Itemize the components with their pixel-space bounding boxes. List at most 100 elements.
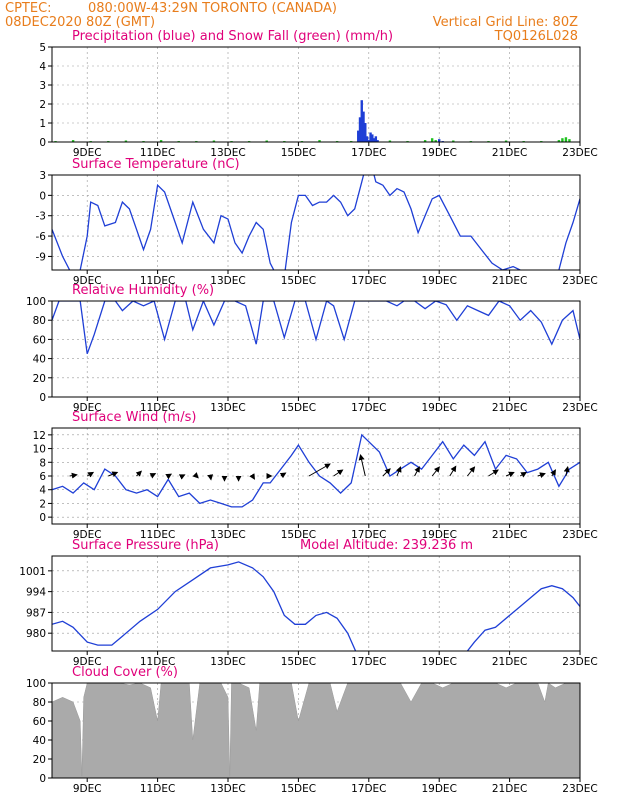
precip-snow-fall-bar xyxy=(430,138,434,142)
cloud-y-tick-label: 20 xyxy=(33,754,46,766)
pressure-x-tick-label: 9DEC xyxy=(73,656,102,668)
wind-vector-arrow xyxy=(519,471,528,478)
wind-vector-arrow xyxy=(249,473,255,480)
precip-snow-fall-bar xyxy=(265,140,268,142)
rh-title: Relative Humidity (%) xyxy=(72,283,214,298)
pressure-x-tick-label: 23DEC xyxy=(562,656,597,668)
cloud-x-tick-label: 21DEC xyxy=(492,783,527,795)
pressure-x-tick-label: 19DEC xyxy=(421,656,456,668)
wind-x-tick-label: 19DEC xyxy=(421,529,456,541)
precip-snow-fall-bar xyxy=(423,140,427,142)
precip-y-tick-label: 3 xyxy=(39,80,46,92)
code-label: TQ0126L028 xyxy=(494,29,578,44)
temp-title: Surface Temperature (nC) xyxy=(72,157,240,172)
wind-grid xyxy=(52,428,580,524)
temp-plot-area xyxy=(52,175,580,270)
precip-snow-fall-bar xyxy=(564,137,568,142)
wind-vector-arrow xyxy=(563,466,570,477)
temp-x-tick-label: 21DEC xyxy=(492,275,527,287)
wind-vector-arrow xyxy=(358,454,366,477)
precip-frame xyxy=(51,46,581,143)
grid-note-label: Vertical Grid Line: 80Z xyxy=(433,15,578,30)
cloud-y-tick-label: 0 xyxy=(39,773,46,785)
rh-y-tick-label: 0 xyxy=(39,392,46,404)
cloud-y-tick-label: 80 xyxy=(33,697,46,709)
precip-y-tick-label: 1 xyxy=(39,118,46,130)
precip-plot-area xyxy=(52,100,580,142)
cloud-area xyxy=(52,683,580,778)
temp-grid xyxy=(52,175,580,270)
cloud-plot-area xyxy=(52,683,580,778)
temp-y-tick-label: -9 xyxy=(36,251,46,263)
precip-snow-fall-bar xyxy=(568,139,571,142)
run-label: 08DEC2020 80Z (GMT) xyxy=(5,15,155,30)
rh-x-tick-label: 21DEC xyxy=(492,402,527,414)
wind-vector-arrow xyxy=(86,471,95,478)
precip-precipitation-bar xyxy=(357,130,360,142)
rh-x-tick-label: 15DEC xyxy=(281,402,316,414)
rh-panel: Relative Humidity (%) 0 20 40 60 80 100 9DEC 11D… xyxy=(26,283,598,414)
cloud-x-tick-label: 15DEC xyxy=(281,783,316,795)
precip-x-tick-label: 23DEC xyxy=(562,147,597,159)
pressure-y-tick-label: 1001 xyxy=(19,566,46,578)
pressure-frame xyxy=(51,555,581,652)
wind-vector-arrow xyxy=(149,473,157,479)
precip-title: Precipitation (blue) and Snow Fall (gree… xyxy=(72,29,393,44)
precip-y-tick-label: 5 xyxy=(39,42,46,54)
rh-plot-area xyxy=(52,301,580,355)
precip-panel: Precipitation (blue) and Snow Fall (gree… xyxy=(39,29,597,159)
temp-x-tick-label: 23DEC xyxy=(562,275,597,287)
model-altitude-label: Model Altitude: 239.236 m xyxy=(300,538,473,553)
temp-y-tick-label: 0 xyxy=(39,190,46,202)
precip-precipitation-bar xyxy=(367,140,370,142)
wind-vector-arrow xyxy=(279,472,287,479)
rh-line xyxy=(52,301,580,355)
precip-precipitation-bar xyxy=(365,136,369,142)
pressure-x-tick-label: 17DEC xyxy=(351,656,386,668)
pressure-grid xyxy=(52,556,580,651)
cloud-frame xyxy=(51,682,581,779)
pressure-line xyxy=(52,561,580,651)
pressure-plot-area xyxy=(52,561,580,651)
temp-line xyxy=(52,175,580,270)
rh-x-tick-label: 13DEC xyxy=(210,402,245,414)
rh-y-tick-label: 80 xyxy=(33,315,46,327)
temp-y-tick-label: -3 xyxy=(36,211,46,223)
precip-x-tick-label: 11DEC xyxy=(140,147,175,159)
cloud-x-tick-label: 23DEC xyxy=(562,783,597,795)
temp-x-tick-label: 13DEC xyxy=(210,275,245,287)
wind-vector-arrow xyxy=(550,469,556,477)
precip-snow-fall-bar xyxy=(71,140,75,142)
precip-y-tick-label: 2 xyxy=(39,99,46,111)
precip-x-tick-label: 13DEC xyxy=(210,147,245,159)
precip-snow-fall-bar xyxy=(212,140,216,142)
pressure-x-tick-label: 21DEC xyxy=(492,656,527,668)
wind-vector-arrow xyxy=(414,466,420,477)
precip-snow-fall-bar xyxy=(452,140,455,142)
precip-snow-fall-bar xyxy=(124,140,128,142)
precip-snow-fall-bar xyxy=(388,140,392,142)
pressure-x-tick-label: 11DEC xyxy=(140,656,175,668)
wind-x-tick-label: 17DEC xyxy=(351,529,386,541)
temp-x-tick-label: 9DEC xyxy=(73,275,102,287)
temp-panel: Surface Temperature (nC) -9 -6 -3 0 3 9DEC 11DE… xyxy=(36,157,598,287)
cloud-x-tick-label: 9DEC xyxy=(73,783,102,795)
rh-y-tick-label: 100 xyxy=(26,296,46,308)
pressure-y-tick-label: 987 xyxy=(26,607,46,619)
precip-snow-fall-bar xyxy=(561,138,564,142)
precip-precipitation-bar xyxy=(371,134,374,142)
wind-plot-area xyxy=(52,433,580,508)
wind-vector-arrow xyxy=(395,466,402,477)
precip-x-tick-label: 19DEC xyxy=(421,147,456,159)
wind-x-tick-label: 15DEC xyxy=(281,529,316,541)
cloud-y-tick-label: 60 xyxy=(33,716,46,728)
precip-snow-fall-bar xyxy=(434,140,437,142)
precip-precipitation-bar xyxy=(364,123,367,142)
wind-y-tick-label: 6 xyxy=(39,471,46,483)
wind-vector-arrow xyxy=(69,472,78,479)
precip-snow-fall-bar xyxy=(318,140,321,142)
wind-x-tick-label: 9DEC xyxy=(73,529,102,541)
precip-x-tick-label: 15DEC xyxy=(281,147,316,159)
wind-y-tick-label: 0 xyxy=(39,512,46,524)
